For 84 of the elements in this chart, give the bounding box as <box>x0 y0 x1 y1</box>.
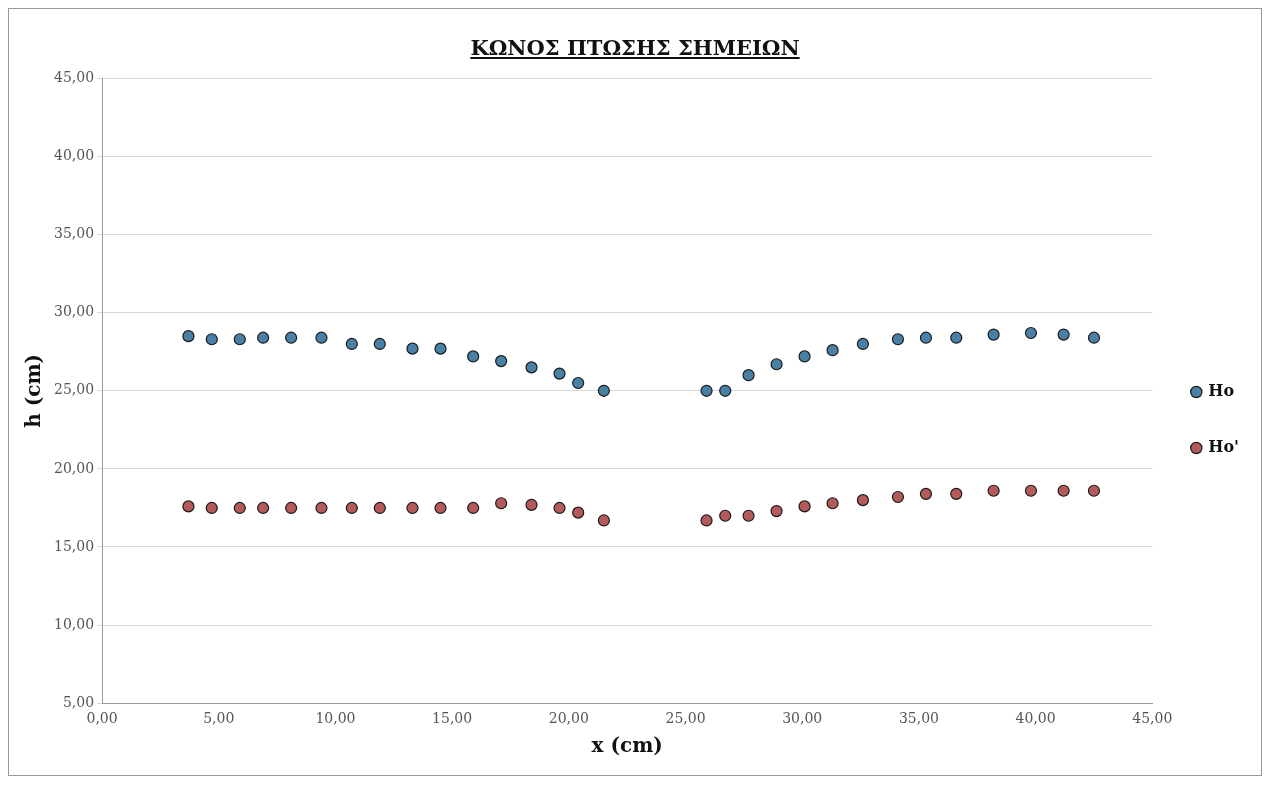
point <box>856 337 870 351</box>
point <box>257 501 270 515</box>
y-tick-label: 45,00 <box>53 69 95 86</box>
point <box>1087 484 1101 497</box>
legend-label: Ho <box>1208 381 1235 401</box>
point <box>919 487 933 500</box>
point <box>597 384 610 397</box>
point <box>987 328 1000 341</box>
x-tick-label: 45,00 <box>1132 710 1173 727</box>
point <box>233 333 246 346</box>
x-tick-label: 30,00 <box>782 710 823 727</box>
point <box>525 498 538 511</box>
point <box>719 384 732 397</box>
y-tick-label: 40,00 <box>53 147 95 164</box>
point <box>826 344 839 357</box>
x-tick-label: 40,00 <box>1015 710 1056 727</box>
point <box>434 501 447 515</box>
point <box>891 490 905 504</box>
y-tick-label: 10,00 <box>53 615 95 632</box>
point <box>572 506 585 519</box>
point <box>345 501 358 515</box>
y-tick-label: 35,00 <box>53 225 95 242</box>
point <box>553 367 566 380</box>
x-tick-label: 10,00 <box>315 710 356 727</box>
x-axis-title: x (cm) <box>591 733 663 758</box>
y-tick-label: 5,00 <box>62 693 95 710</box>
point <box>467 501 480 515</box>
point <box>205 333 218 346</box>
point <box>700 384 713 397</box>
point <box>495 497 508 510</box>
x-tick-label: 0,00 <box>86 710 118 727</box>
point <box>315 331 328 344</box>
point <box>495 355 508 368</box>
point <box>345 337 358 351</box>
point <box>1087 331 1101 344</box>
x-tick-label: 5,00 <box>203 710 235 727</box>
x-tick-label: 35,00 <box>898 710 939 727</box>
chart-title: ΚΩΝΟΣ ΠΤΩΣΗΣ ΣΗΜΕΙΩΝ <box>469 34 801 62</box>
point <box>856 494 870 507</box>
point <box>798 350 811 363</box>
point <box>257 331 270 344</box>
point <box>406 501 419 515</box>
point <box>525 361 538 374</box>
point <box>597 514 610 527</box>
point <box>553 501 566 515</box>
point <box>1057 328 1070 341</box>
point <box>742 509 755 522</box>
y-tick-label: 15,00 <box>53 537 95 554</box>
y-tick-label: 20,00 <box>53 459 95 476</box>
point <box>1024 326 1038 340</box>
point <box>987 484 1000 497</box>
point <box>719 509 732 522</box>
legend-label: Ho' <box>1208 437 1239 457</box>
point <box>572 376 585 390</box>
x-tick-label: 15,00 <box>432 710 473 727</box>
point <box>205 501 218 515</box>
point <box>700 514 713 527</box>
point <box>373 337 386 351</box>
point <box>826 497 839 510</box>
point <box>742 369 755 382</box>
y-tick-label: 25,00 <box>53 381 95 398</box>
point <box>1024 484 1038 497</box>
point <box>770 358 783 371</box>
point <box>919 331 933 344</box>
point <box>285 331 298 344</box>
y-tick-label: 30,00 <box>53 303 95 320</box>
point <box>182 330 195 343</box>
x-tick-label: 25,00 <box>665 710 706 727</box>
x-tick-label: 20,00 <box>548 710 589 727</box>
point <box>315 501 328 515</box>
point <box>373 501 386 515</box>
point <box>467 350 480 363</box>
point <box>1057 484 1070 497</box>
point <box>434 342 447 355</box>
point <box>770 504 783 518</box>
point <box>285 501 298 515</box>
point <box>950 487 963 500</box>
point <box>406 342 419 355</box>
point <box>950 331 963 344</box>
y-axis-title: h (cm) <box>21 353 46 428</box>
point <box>891 333 905 346</box>
point <box>233 501 246 515</box>
point <box>182 500 195 513</box>
point <box>798 500 811 513</box>
